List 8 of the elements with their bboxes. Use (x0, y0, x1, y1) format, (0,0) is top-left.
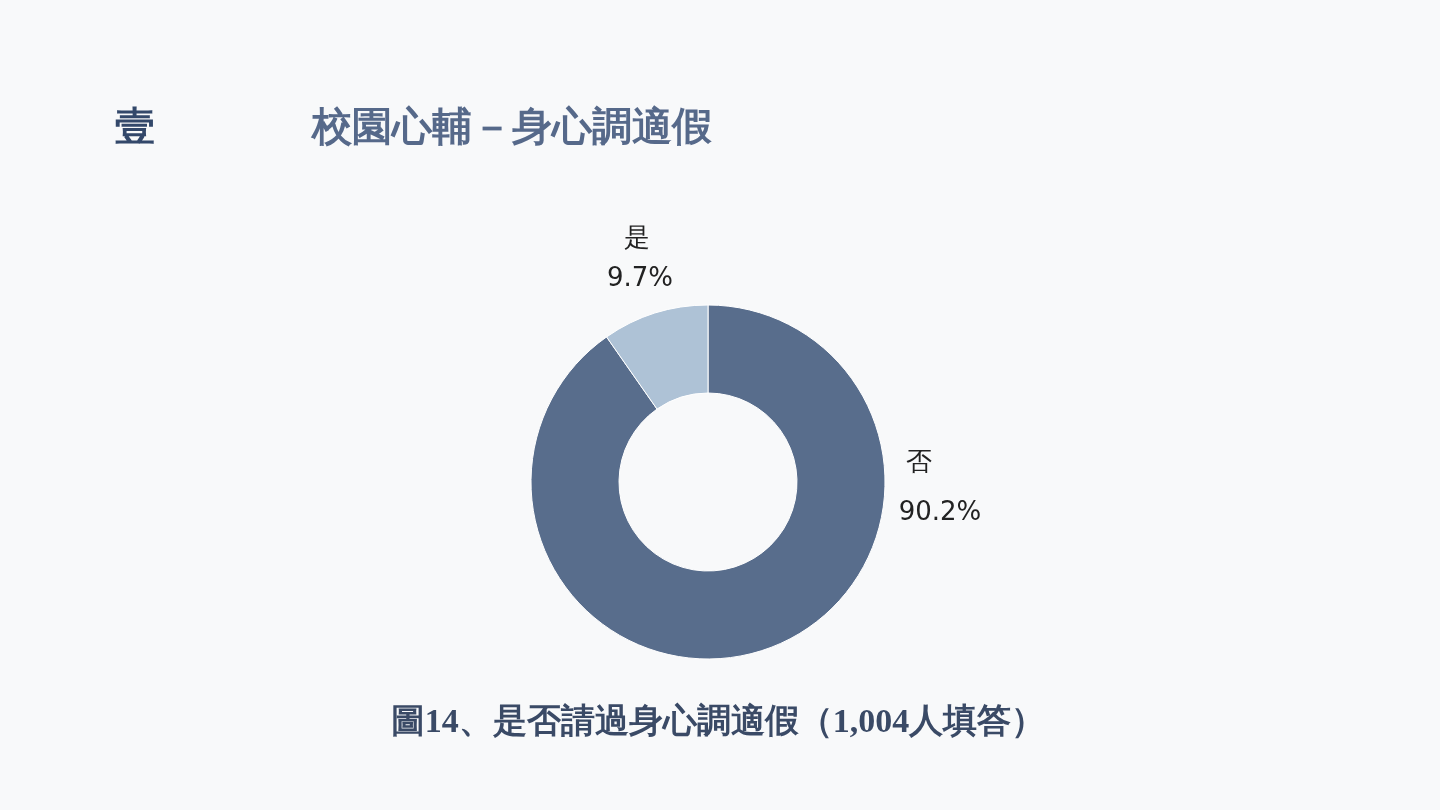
text: 壹 (115, 104, 155, 149)
caption: 圖14、是否請過身心調適假（1,004人填答） (390, 702, 1046, 739)
slice-label: 是 (624, 222, 650, 252)
slice-label: 否 (906, 446, 932, 476)
data-label: 90.2% (898, 496, 982, 526)
donut-slice (530, 304, 886, 660)
chart-title: 校園心輔－身心調適假 (310, 104, 712, 149)
data-label: 9.7% (606, 262, 674, 292)
